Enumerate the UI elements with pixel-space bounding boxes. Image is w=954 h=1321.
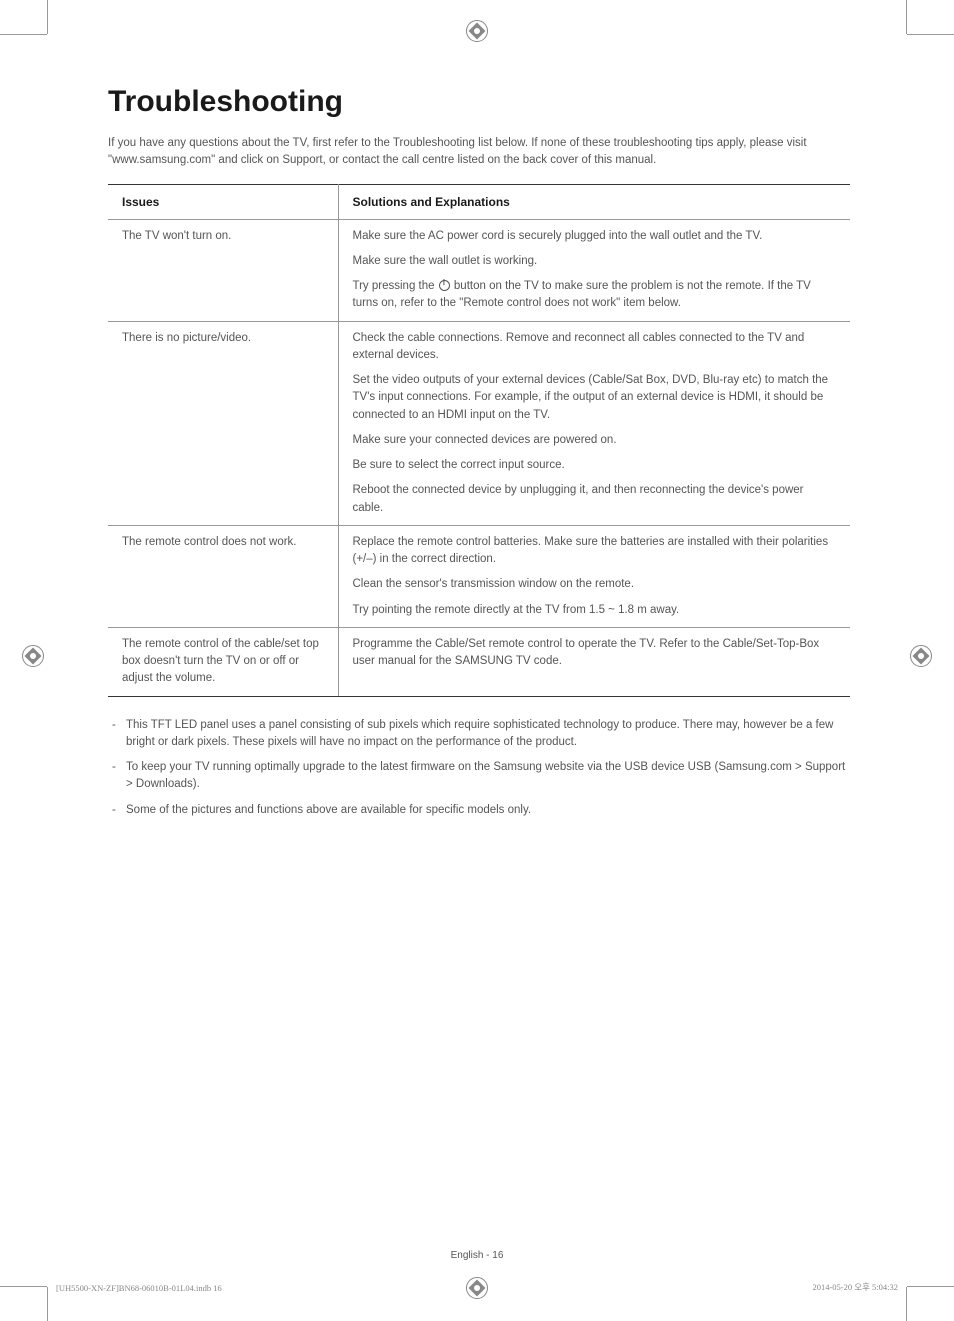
print-metadata-left: [UH5500-XN-ZF]BN68-06010B-01L04.indb 16 (56, 1283, 222, 1293)
intro-paragraph: If you have any questions about the TV, … (108, 135, 850, 170)
solution-text: Replace the remote control batteries. Ma… (353, 534, 837, 569)
page-content: Troubleshooting If you have any question… (108, 85, 850, 827)
solution-text: Programme the Cable/Set remote control t… (353, 636, 837, 671)
solution-text: Try pressing the button on the TV to mak… (353, 278, 837, 313)
troubleshooting-table: Issues Solutions and Explanations The TV… (108, 184, 850, 697)
registration-mark-top (466, 20, 488, 42)
crop-mark-line (0, 1286, 47, 1287)
table-row: There is no picture/video. Check the cab… (108, 321, 850, 525)
note-text: This TFT LED panel uses a panel consisti… (126, 717, 850, 752)
column-header-issues: Issues (108, 184, 338, 219)
note-bullet: - (108, 802, 126, 819)
solution-cell: Make sure the AC power cord is securely … (338, 219, 850, 321)
note-text: To keep your TV running optimally upgrad… (126, 759, 850, 794)
print-metadata-right: 2014-05-20 오후 5:04:32 (812, 1281, 898, 1293)
page-title: Troubleshooting (108, 85, 850, 119)
registration-mark-right (910, 645, 932, 667)
notes-section: - This TFT LED panel uses a panel consis… (108, 717, 850, 819)
solution-text: Make sure your connected devices are pow… (353, 432, 837, 449)
crop-mark-line (906, 0, 907, 34)
solution-text: Try pointing the remote directly at the … (353, 602, 837, 619)
table-row: The TV won't turn on. Make sure the AC p… (108, 219, 850, 321)
registration-mark-left (22, 645, 44, 667)
note-item: - This TFT LED panel uses a panel consis… (108, 717, 850, 752)
solution-text: Reboot the connected device by unpluggin… (353, 482, 837, 517)
power-icon (439, 280, 450, 291)
solution-text: Set the video outputs of your external d… (353, 372, 837, 424)
table-row: The remote control does not work. Replac… (108, 525, 850, 627)
note-bullet: - (108, 717, 126, 752)
page-number: English - 16 (451, 1250, 504, 1261)
solution-cell: Programme the Cable/Set remote control t… (338, 627, 850, 696)
issue-cell: There is no picture/video. (108, 321, 338, 525)
crop-mark-line (907, 1286, 954, 1287)
solution-text: Make sure the AC power cord is securely … (353, 228, 837, 245)
note-text: Some of the pictures and functions above… (126, 802, 531, 819)
crop-mark-line (907, 34, 954, 35)
note-bullet: - (108, 759, 126, 794)
registration-mark-bottom (466, 1277, 488, 1299)
issue-cell: The TV won't turn on. (108, 219, 338, 321)
note-item: - To keep your TV running optimally upgr… (108, 759, 850, 794)
solution-cell: Check the cable connections. Remove and … (338, 321, 850, 525)
crop-mark-line (0, 34, 47, 35)
note-item: - Some of the pictures and functions abo… (108, 802, 850, 819)
issue-cell: The remote control does not work. (108, 525, 338, 627)
solution-text: Check the cable connections. Remove and … (353, 330, 837, 365)
solution-cell: Replace the remote control batteries. Ma… (338, 525, 850, 627)
solution-text: Be sure to select the correct input sour… (353, 457, 837, 474)
column-header-solutions: Solutions and Explanations (338, 184, 850, 219)
crop-mark-line (906, 1287, 907, 1321)
table-row: The remote control of the cable/set top … (108, 627, 850, 696)
crop-mark-line (47, 0, 48, 34)
solution-text: Make sure the wall outlet is working. (353, 253, 837, 270)
issue-cell: The remote control of the cable/set top … (108, 627, 338, 696)
crop-mark-line (47, 1287, 48, 1321)
solution-text: Clean the sensor's transmission window o… (353, 576, 837, 593)
